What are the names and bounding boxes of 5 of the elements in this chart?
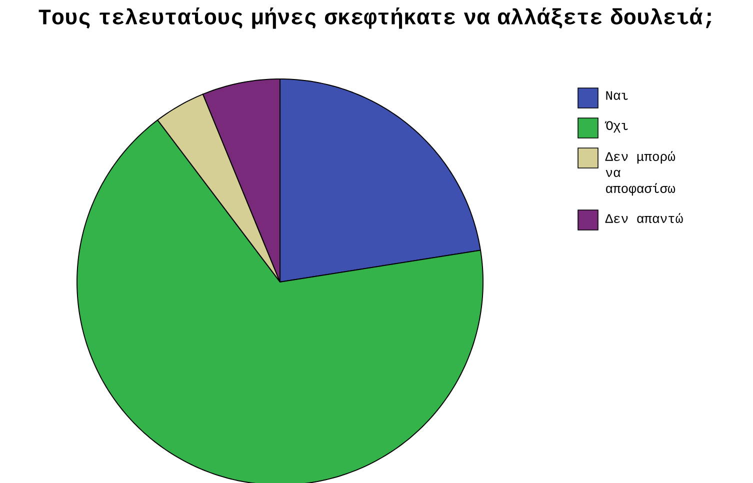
chart-title: Τους τελευταίους μήνες σκεφτήκατε να αλλάξετε δουλειά; bbox=[38, 8, 712, 29]
legend-label: Όχι bbox=[604, 121, 628, 133]
legend-label: Δεν απαντώ bbox=[605, 213, 683, 223]
legend-label: Ναι bbox=[606, 91, 628, 100]
legend-label: Δεν μπορώ να αποφασίσω bbox=[605, 151, 676, 196]
